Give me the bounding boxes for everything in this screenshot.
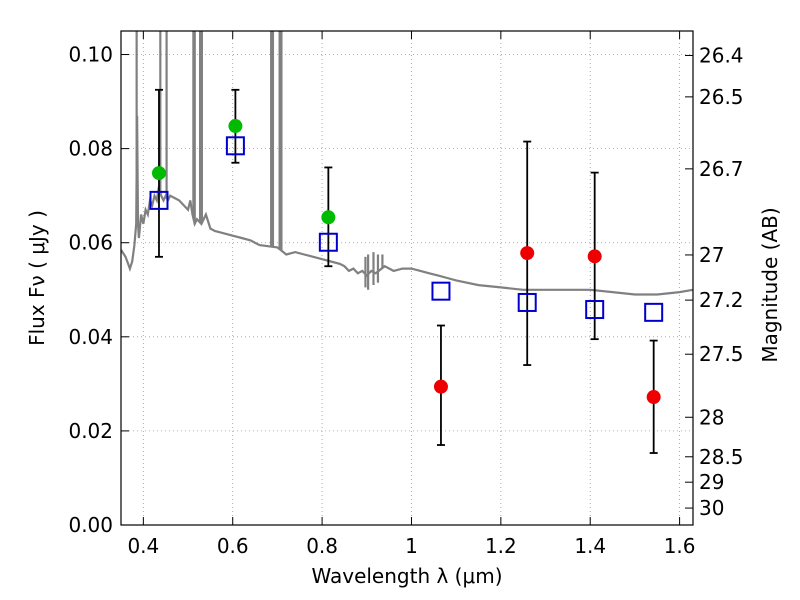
x-axis-label: Wavelength λ (μm)	[311, 564, 502, 588]
right-tick-label: 28.5	[699, 445, 744, 469]
red-data-point	[520, 246, 535, 261]
model-square-point	[225, 136, 245, 156]
model-square-point	[149, 190, 169, 210]
plot-frame	[120, 30, 694, 526]
model-square-point	[318, 232, 338, 252]
axis-ticks: 0.4 0.6 0.8 1 1.2 1.4 1.6 0.00 0.02 0.04 0.06 0.08 0…	[68, 31, 744, 558]
model-square-point	[644, 302, 664, 322]
model-square-point	[517, 292, 537, 312]
right-tick-label: 29	[699, 470, 724, 494]
x-tick-label: 0.6	[217, 534, 249, 558]
right-tick-label: 27.5	[699, 342, 744, 366]
model-square-point	[585, 300, 605, 320]
y-tick-label: 0.02	[68, 419, 113, 443]
x-tick-label: 1.4	[574, 534, 606, 558]
x-tick-label: 0.4	[127, 534, 159, 558]
x-tick-label: 1	[405, 534, 418, 558]
red-data-point	[587, 249, 602, 264]
x-tick-label: 1.6	[664, 534, 696, 558]
right-axis-label: Magnitude (AB)	[758, 207, 782, 362]
y-axis-label: Flux Fν ( μJy )	[25, 210, 49, 346]
sed-line	[121, 115, 693, 296]
y-tick-label: 0.04	[68, 325, 113, 349]
green-data-point	[151, 166, 166, 181]
data-points	[149, 88, 664, 454]
x-tick-label: 0.8	[306, 534, 338, 558]
y-tick-label: 0.08	[68, 137, 113, 161]
right-tick-label: 27.2	[699, 288, 744, 312]
right-tick-label: 27	[699, 243, 724, 267]
right-tick-label: 26.7	[699, 157, 744, 181]
right-tick-label: 26.4	[699, 43, 744, 67]
model-square-point	[431, 281, 451, 301]
x-tick-label: 1.2	[485, 534, 517, 558]
y-tick-label: 0.10	[68, 43, 113, 67]
y-tick-label: 0.00	[68, 513, 113, 537]
sed-curve	[121, 31, 693, 296]
right-tick-label: 26.5	[699, 85, 744, 109]
right-tick-label: 28	[699, 405, 724, 429]
green-data-point	[228, 119, 243, 134]
plot-background	[121, 31, 693, 525]
red-data-point	[433, 379, 448, 394]
green-data-point	[321, 210, 336, 225]
right-tick-label: 30	[699, 496, 724, 520]
y-tick-label: 0.06	[68, 231, 113, 255]
red-data-point	[646, 390, 661, 405]
